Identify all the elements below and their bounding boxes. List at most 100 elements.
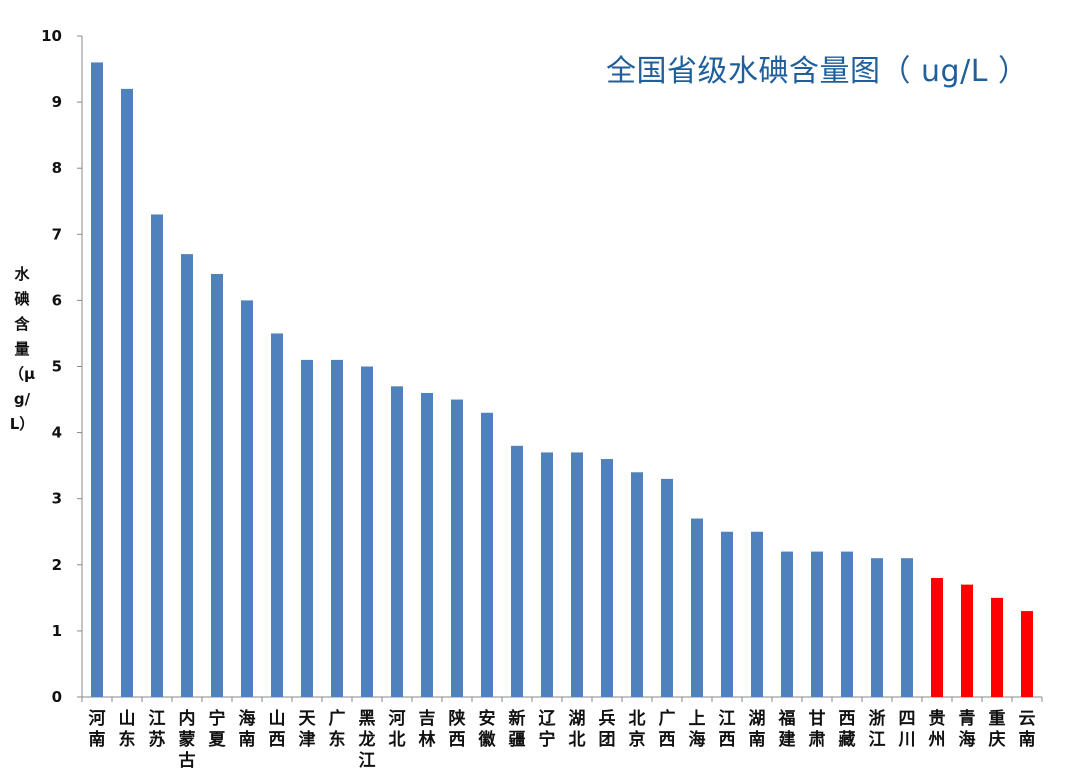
x-category-label: 江西 xyxy=(719,709,736,750)
bar xyxy=(331,359,343,697)
x-category-label: 辽宁 xyxy=(539,709,557,750)
bar xyxy=(721,531,733,697)
x-category-label: 吉林 xyxy=(419,709,436,750)
x-category-char: 云 xyxy=(1019,709,1036,729)
bar xyxy=(841,551,853,697)
y-tick-label: 0 xyxy=(52,688,62,706)
x-category-char: 南 xyxy=(749,729,766,750)
y-tick-label: 5 xyxy=(52,358,62,376)
bar xyxy=(901,558,913,697)
x-category-char: 北 xyxy=(629,709,646,729)
x-category-char: 夏 xyxy=(209,730,227,750)
x-category-label: 河南 xyxy=(89,709,106,750)
x-category-char: 西 xyxy=(449,730,466,750)
x-category-char: 西 xyxy=(719,730,736,750)
x-category-char: 团 xyxy=(599,730,616,750)
x-category-label: 浙江 xyxy=(869,708,886,750)
y-tick-label: 4 xyxy=(52,424,62,442)
x-category-char: 广 xyxy=(329,708,346,729)
x-category-char: 新 xyxy=(509,708,526,729)
x-category-char: 吉 xyxy=(419,709,436,729)
x-category-char: 龙 xyxy=(358,729,376,750)
x-category-char: 青 xyxy=(959,708,976,729)
x-category-label: 广东 xyxy=(329,708,346,750)
bar xyxy=(961,584,973,697)
x-category-char: 徽 xyxy=(478,729,497,750)
bar xyxy=(451,399,463,697)
x-category-char: 宁 xyxy=(539,729,556,750)
y-tick-label: 10 xyxy=(41,27,62,45)
x-category-char: 南 xyxy=(1019,729,1036,750)
bar xyxy=(121,88,133,697)
x-category-label: 湖南 xyxy=(749,709,766,750)
bar xyxy=(631,472,643,697)
x-category-char: 四 xyxy=(899,709,916,729)
bar xyxy=(211,273,223,697)
x-category-label: 海南 xyxy=(239,708,256,750)
x-category-label: 湖北 xyxy=(569,709,586,750)
x-category-char: 浙 xyxy=(869,708,886,729)
bar xyxy=(1021,611,1033,697)
x-category-char: 林 xyxy=(419,729,436,750)
y-tick-label: 7 xyxy=(52,225,62,243)
bar xyxy=(751,531,763,697)
x-category-char: 东 xyxy=(329,729,346,750)
x-category-char: 宁 xyxy=(209,708,226,729)
x-category-label: 西藏 xyxy=(839,709,856,750)
x-category-label: 福建 xyxy=(778,708,796,750)
y-tick-label: 8 xyxy=(52,159,62,177)
y-tick-label: 6 xyxy=(52,291,62,309)
x-category-label: 黑龙江 xyxy=(358,709,376,771)
x-category-char: 兵 xyxy=(599,708,616,729)
x-category-label: 上海 xyxy=(689,709,706,750)
x-category-label: 宁夏 xyxy=(209,708,227,750)
x-category-label: 兵团 xyxy=(599,708,616,750)
x-category-char: 黑 xyxy=(359,709,376,729)
x-category-char: 疆 xyxy=(509,730,526,750)
bar xyxy=(91,62,103,697)
x-category-char: 山 xyxy=(119,709,136,729)
x-category-label: 贵州 xyxy=(928,708,946,750)
y-tick-label: 2 xyxy=(52,556,62,574)
x-category-char: 西 xyxy=(659,730,676,750)
x-category-char: 海 xyxy=(689,729,706,750)
x-category-char: 内 xyxy=(179,708,196,729)
x-category-char: 辽 xyxy=(539,709,557,729)
chart-title: 全国省级水碘含量图（ ug/L ） xyxy=(606,54,1029,89)
bar xyxy=(601,459,613,697)
x-category-char: 蒙 xyxy=(179,729,196,750)
x-category-char: 北 xyxy=(569,730,586,750)
x-category-label: 山东 xyxy=(119,709,136,750)
bar xyxy=(931,578,943,697)
x-category-char: 陕 xyxy=(449,708,466,729)
x-category-char: 苏 xyxy=(149,729,166,750)
x-category-char: 海 xyxy=(959,729,976,750)
x-category-label: 陕西 xyxy=(449,708,466,750)
x-category-char: 福 xyxy=(778,708,796,729)
x-category-char: 建 xyxy=(779,729,796,750)
x-category-label: 内蒙古 xyxy=(179,708,196,771)
x-category-char: 河 xyxy=(89,709,106,729)
bar xyxy=(151,214,163,697)
bar xyxy=(481,412,493,697)
x-category-char: 江 xyxy=(359,751,376,771)
x-category-char: 广 xyxy=(659,708,676,729)
x-category-char: 贵 xyxy=(929,708,946,729)
bar xyxy=(391,386,403,697)
bar xyxy=(571,452,583,697)
x-category-char: 东 xyxy=(119,729,136,750)
bar xyxy=(661,478,673,697)
x-category-char: 津 xyxy=(299,729,316,750)
bar xyxy=(301,359,313,697)
x-category-char: 海 xyxy=(239,708,256,729)
x-category-label: 青海 xyxy=(959,708,976,750)
y-tick-label: 1 xyxy=(52,622,62,640)
x-category-char: 安 xyxy=(479,708,496,729)
x-category-char: 藏 xyxy=(839,730,856,750)
x-category-char: 山 xyxy=(269,709,286,729)
y-axis-label: 水碘含量（μg/L） xyxy=(8,265,36,433)
x-category-label: 甘肃 xyxy=(809,708,826,750)
y-tick-label: 9 xyxy=(52,93,62,111)
x-category-char: 南 xyxy=(239,729,256,750)
